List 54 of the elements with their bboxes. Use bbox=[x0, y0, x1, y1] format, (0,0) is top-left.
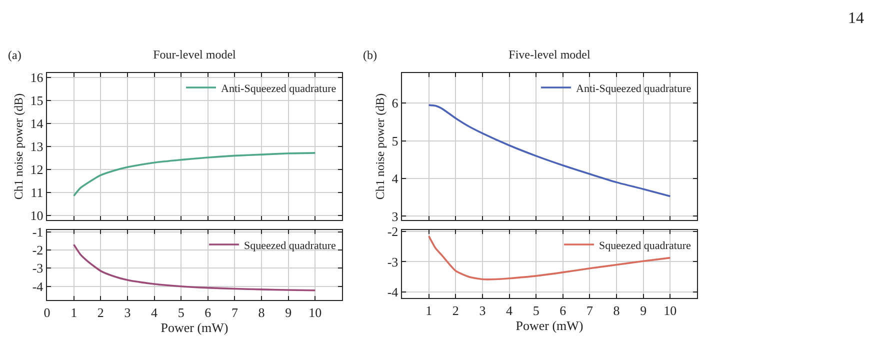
y-axis-title: Ch1 noise power (dB) bbox=[373, 93, 388, 200]
y-tick-label: 11 bbox=[30, 184, 44, 200]
y-tick-label: -3 bbox=[387, 254, 398, 270]
x-tick-label: 2 bbox=[97, 304, 104, 320]
x-tick-label: 1 bbox=[426, 302, 432, 318]
x-tick-label: 4 bbox=[151, 304, 158, 320]
legend-label: Squeezed quadrature bbox=[244, 240, 336, 252]
legend-label: Anti-Squeezed quadrature bbox=[576, 82, 692, 95]
y-tick-label: 3 bbox=[392, 208, 398, 224]
text: (a) bbox=[8, 48, 22, 62]
y-tick-label: -1 bbox=[32, 224, 44, 240]
x-tick-label: 10 bbox=[308, 304, 322, 320]
line-series bbox=[72, 152, 316, 197]
x-tick-label: 2 bbox=[452, 302, 459, 318]
x-tick-label: 4 bbox=[506, 302, 514, 318]
y-tick-label: 15 bbox=[30, 93, 44, 108]
y-axis-title: Ch1 noise power (dB) bbox=[12, 93, 26, 200]
y-tick-label: -3 bbox=[32, 260, 44, 276]
x-tick-label: 9 bbox=[285, 304, 292, 320]
x-tick-label: 6 bbox=[560, 302, 567, 318]
x-tick-label: 0 bbox=[44, 304, 50, 320]
legend-label: Anti-Squeezed quadrature bbox=[221, 82, 336, 95]
line-series bbox=[428, 104, 672, 198]
y-tick-label: 12 bbox=[30, 162, 44, 178]
x-tick-label: 5 bbox=[532, 302, 540, 318]
x-tick-label: 5 bbox=[178, 304, 184, 320]
x-tick-label: 8 bbox=[613, 302, 620, 318]
text: (b) bbox=[363, 48, 377, 62]
x-tick-label: 10 bbox=[664, 302, 677, 318]
y-tick-label: -2 bbox=[32, 242, 44, 258]
y-tick-label: -4 bbox=[32, 278, 44, 294]
y-tick-label: 10 bbox=[30, 208, 44, 223]
y-tick-label: -4 bbox=[387, 284, 399, 300]
y-tick-label: 5 bbox=[392, 133, 398, 148]
chart-title: Five-level model bbox=[508, 47, 591, 62]
y-tick-label: 14 bbox=[30, 116, 44, 132]
x-axis-title: Power (mW) bbox=[516, 318, 584, 333]
text: 14 bbox=[848, 10, 864, 27]
y-tick-label: -2 bbox=[387, 224, 398, 240]
y-tick-label: 16 bbox=[30, 70, 44, 86]
x-tick-label: 6 bbox=[204, 304, 212, 320]
x-tick-label: 8 bbox=[258, 304, 265, 320]
y-tick-label: 6 bbox=[392, 96, 399, 111]
y-tick-label: 13 bbox=[30, 139, 44, 154]
x-tick-label: 9 bbox=[640, 302, 647, 318]
y-tick-label: 4 bbox=[392, 171, 399, 186]
x-axis-title: Power (mW) bbox=[160, 320, 228, 335]
x-tick-label: 7 bbox=[586, 302, 594, 318]
x-tick-label: 3 bbox=[124, 304, 131, 320]
x-tick-label: 3 bbox=[479, 302, 486, 318]
x-tick-label: 1 bbox=[70, 304, 78, 320]
chart-title: Four-level model bbox=[153, 47, 237, 62]
legend-label: Squeezed quadrature bbox=[599, 240, 692, 252]
x-tick-label: 7 bbox=[231, 304, 238, 320]
